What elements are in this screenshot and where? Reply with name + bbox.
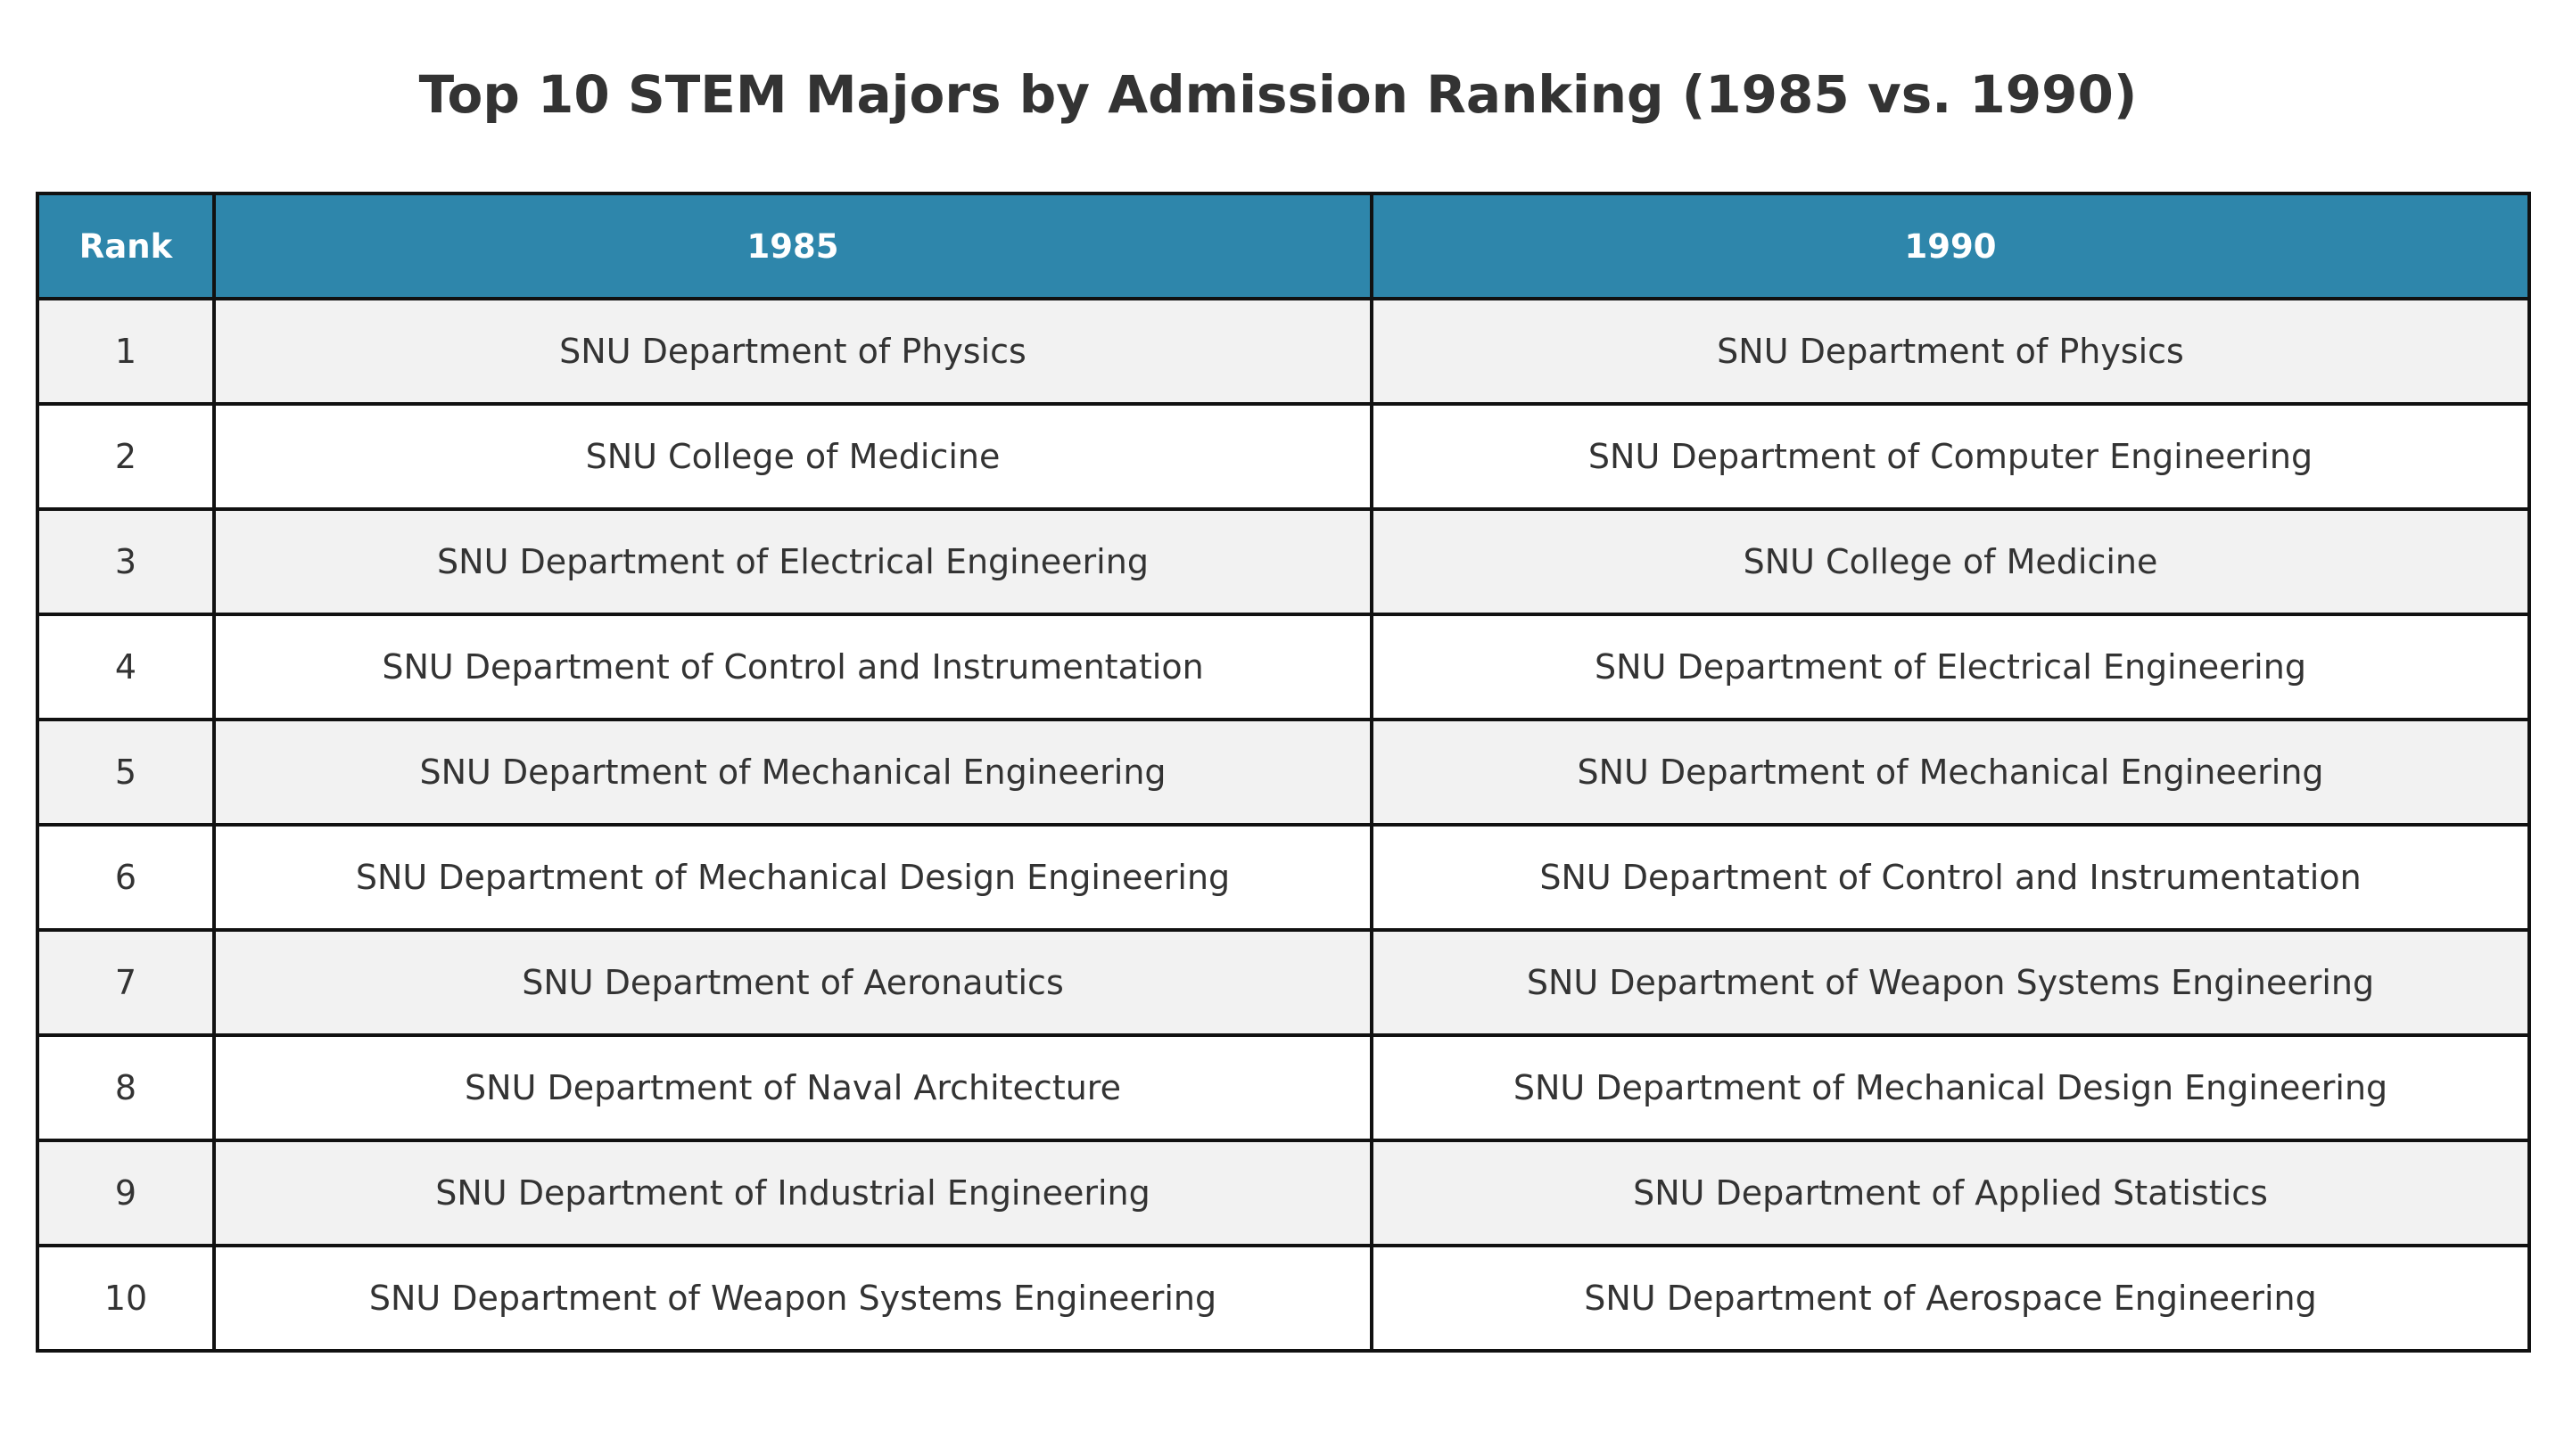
- major-1990-cell: SNU Department of Computer Engineering: [1370, 402, 2531, 511]
- major-1985-cell: SNU Department of Aeronautics: [212, 928, 1373, 1037]
- table-row: 1 SNU Department of Physics SNU Department…: [36, 297, 2531, 406]
- header-cell-1990: 1990: [1370, 192, 2531, 300]
- rank-cell: 2: [36, 402, 216, 511]
- table-row: 6 SNU Department of Mechanical Design Eng…: [36, 823, 2531, 932]
- table-row: 9 SNU Department of Industrial Engineerin…: [36, 1139, 2531, 1247]
- major-1985-cell: SNU Department of Mechanical Design Engi…: [212, 823, 1373, 932]
- rank-cell: 3: [36, 507, 216, 616]
- rank-cell: 6: [36, 823, 216, 932]
- major-1985-cell: SNU Department of Control and Instrument…: [212, 613, 1373, 721]
- rank-cell: 8: [36, 1033, 216, 1142]
- major-1990-cell: SNU Department of Electrical Engineering: [1370, 613, 2531, 721]
- table-row: 2 SNU College of Medicine SNU Department o…: [36, 402, 2531, 511]
- rank-cell: 7: [36, 928, 216, 1037]
- major-1985-cell: SNU Department of Naval Architecture: [212, 1033, 1373, 1142]
- table-title: Top 10 STEM Majors by Admission Ranking …: [418, 64, 2138, 125]
- table-row: 4 SNU Department of Control and Instrumen…: [36, 613, 2531, 721]
- header-cell-rank: Rank: [36, 192, 216, 300]
- major-1985-cell: SNU Department of Mechanical Engineering: [212, 718, 1373, 827]
- major-1990-cell: SNU Department of Aerospace Engineering: [1370, 1244, 2531, 1353]
- major-1990-cell: SNU Department of Mechanical Design Engi…: [1370, 1033, 2531, 1142]
- table-row: 5 SNU Department of Mechanical Engineerin…: [36, 718, 2531, 827]
- major-1985-cell: SNU Department of Industrial Engineering: [212, 1139, 1373, 1247]
- table-body: 1 SNU Department of Physics SNU Department…: [36, 297, 2531, 1353]
- major-1990-cell: SNU Department of Physics: [1370, 297, 2531, 406]
- header-row: Rank 1985 1990: [36, 192, 2531, 300]
- major-1990-cell: SNU Department of Weapon Systems Enginee…: [1370, 928, 2531, 1037]
- table-row: 10 SNU Department of Weapon Systems Engin…: [36, 1244, 2531, 1353]
- major-1990-cell: SNU Department of Mechanical Engineering: [1370, 718, 2531, 827]
- major-1985-cell: SNU Department of Weapon Systems Enginee…: [212, 1244, 1373, 1353]
- table-row: 8 SNU Department of Naval Architecture SNU…: [36, 1033, 2531, 1142]
- table-row: 3 SNU Department of Electrical Engineerin…: [36, 507, 2531, 616]
- rank-cell: 4: [36, 613, 216, 721]
- major-1985-cell: SNU Department of Electrical Engineering: [212, 507, 1373, 616]
- rank-cell: 5: [36, 718, 216, 827]
- major-1990-cell: SNU Department of Applied Statistics: [1370, 1139, 2531, 1247]
- header-cell-1985: 1985: [212, 192, 1373, 300]
- table-row: 7 SNU Department of Aeronautics SNU Depart…: [36, 928, 2531, 1037]
- major-1990-cell: SNU Department of Control and Instrument…: [1370, 823, 2531, 932]
- rank-cell: 1: [36, 297, 216, 406]
- major-1990-cell: SNU College of Medicine: [1370, 507, 2531, 616]
- rank-cell: 10: [36, 1244, 216, 1353]
- major-1985-cell: SNU Department of Physics: [212, 297, 1373, 406]
- rank-cell: 9: [36, 1139, 216, 1247]
- ranking-table: Rank 1985 1990 1 SNU Department of Physic…: [36, 192, 2531, 1353]
- major-1985-cell: SNU College of Medicine: [212, 402, 1373, 511]
